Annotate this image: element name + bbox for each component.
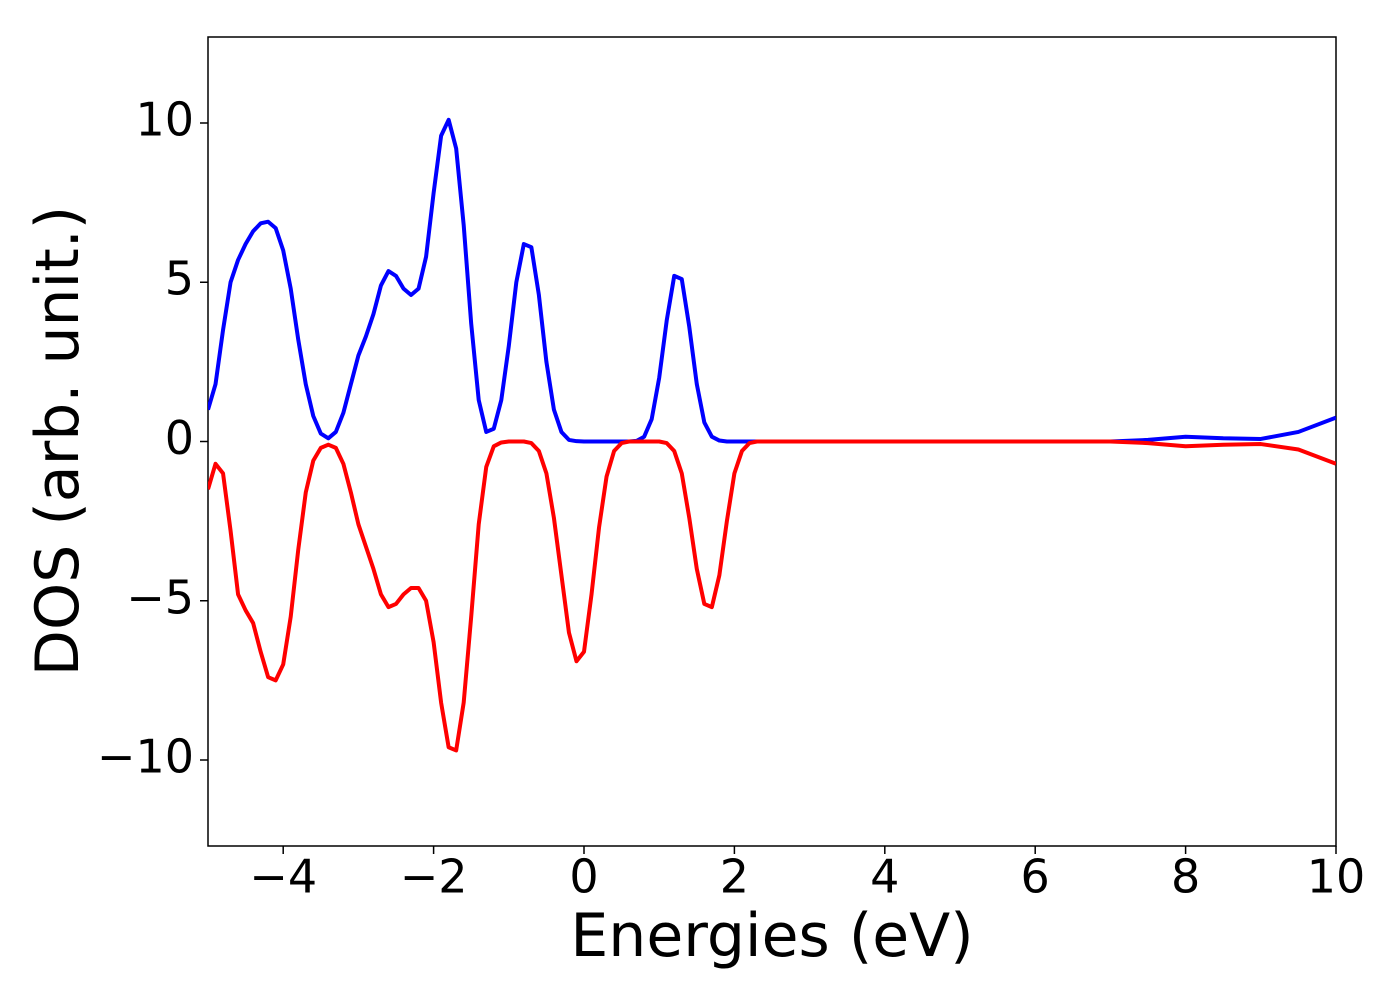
x-tick-label: 6 xyxy=(1021,850,1050,904)
y-tick-label: 0 xyxy=(165,411,194,465)
x-tick-label: −2 xyxy=(400,850,468,904)
y-axis-label: DOS (arb. unit.) xyxy=(23,206,93,676)
x-tick-label: 0 xyxy=(569,850,598,904)
x-tick-label: −4 xyxy=(249,850,317,904)
x-tick-label: 2 xyxy=(720,850,749,904)
x-tick-label: 8 xyxy=(1171,850,1200,904)
x-axis-label: Energies (eV) xyxy=(570,901,973,971)
y-tick-label: 10 xyxy=(135,92,194,146)
x-tick-label: 4 xyxy=(870,850,899,904)
y-tick-label: 5 xyxy=(165,252,194,306)
series-line xyxy=(208,439,1336,753)
y-tick-label: −10 xyxy=(97,730,194,784)
x-tick-label: 10 xyxy=(1307,850,1366,904)
y-tick-label: −5 xyxy=(126,570,194,624)
